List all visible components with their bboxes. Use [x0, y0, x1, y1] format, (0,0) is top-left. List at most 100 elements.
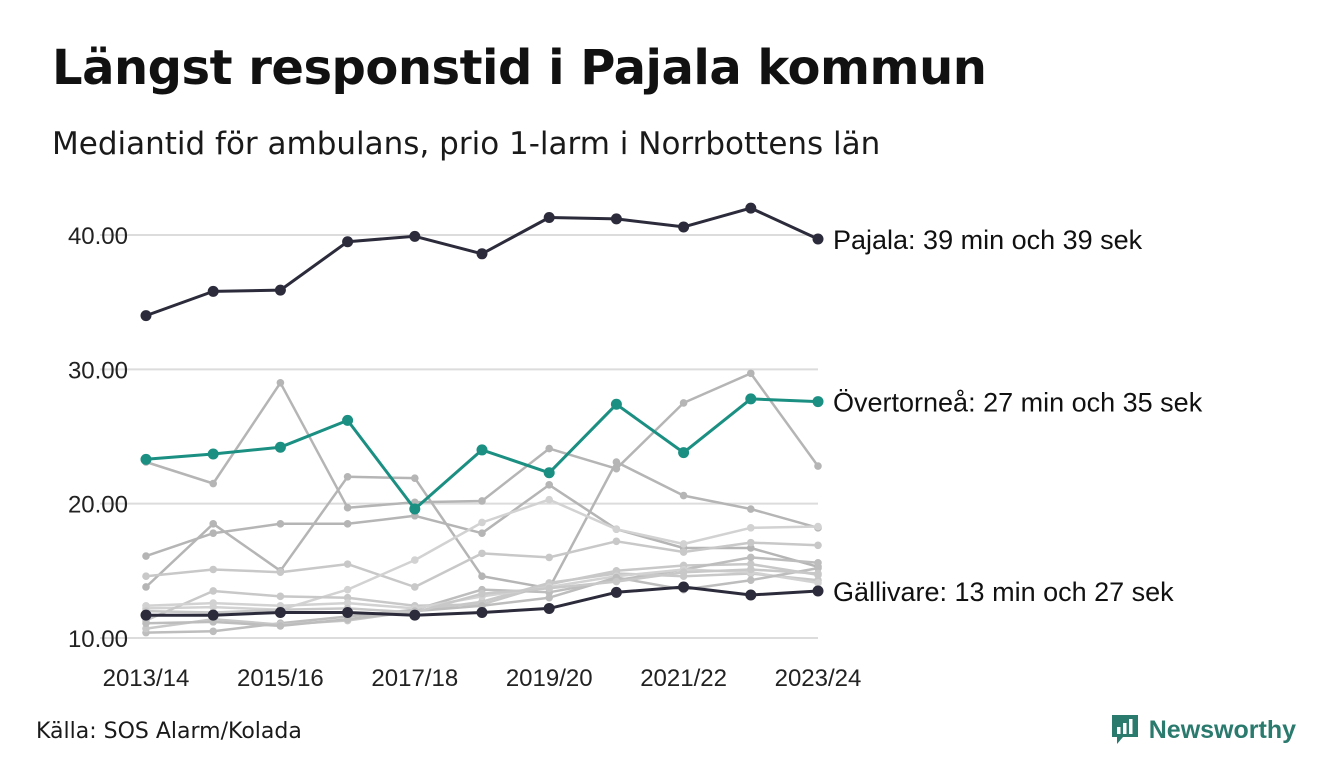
data-point — [747, 560, 755, 568]
data-point — [814, 564, 822, 572]
data-point — [812, 585, 824, 597]
grid-layer — [100, 234, 818, 639]
data-point — [545, 444, 553, 453]
data-point — [747, 524, 755, 532]
data-point — [478, 529, 486, 538]
x-tick-label: 2013/14 — [103, 665, 190, 692]
data-point — [142, 619, 150, 628]
data-point — [140, 310, 152, 322]
data-point — [274, 284, 286, 296]
data-point — [209, 479, 217, 488]
data-point — [814, 462, 822, 470]
data-point — [207, 609, 219, 621]
data-point — [342, 236, 354, 248]
data-point — [276, 520, 285, 528]
data-point — [679, 568, 688, 576]
background-series — [142, 537, 822, 591]
data-point — [342, 606, 354, 618]
data-point — [276, 568, 285, 576]
series-line — [144, 206, 820, 318]
data-point — [612, 577, 621, 586]
chart-title: Längst responstid i Pajala kommun — [52, 40, 987, 96]
data-point — [478, 497, 486, 505]
data-point — [343, 599, 352, 607]
data-point — [142, 583, 150, 591]
background-series — [142, 565, 822, 617]
data-point — [140, 609, 152, 621]
data-point — [207, 448, 219, 460]
data-point — [476, 606, 488, 618]
x-axis: 2013/14 2015/16 2017/18 2019/20 2021/22 2023/… — [103, 665, 862, 692]
data-point — [745, 589, 757, 601]
data-point — [209, 529, 217, 538]
y-tick-label: 30.00 — [68, 357, 128, 384]
series--vertorne- — [140, 393, 824, 515]
data-point — [812, 233, 824, 245]
background-series — [142, 369, 822, 512]
data-point — [476, 444, 488, 456]
data-point — [612, 537, 621, 546]
data-point — [274, 606, 286, 618]
data-point — [343, 473, 352, 481]
data-point — [679, 548, 688, 556]
data-point — [343, 593, 352, 602]
source-note: Källa: SOS Alarm/Kolada — [36, 719, 302, 744]
data-point — [209, 587, 217, 595]
data-point — [343, 520, 352, 528]
data-point — [276, 592, 285, 601]
series-end-label: Pajala: 39 min och 39 sek — [833, 225, 1143, 255]
data-point — [343, 503, 352, 512]
data-point — [478, 572, 486, 581]
y-axis: 10.00 20.00 30.00 40.00 — [68, 223, 128, 653]
data-point — [814, 579, 822, 587]
data-point — [209, 520, 217, 528]
data-point — [140, 453, 152, 465]
data-point — [209, 599, 217, 607]
series-line — [144, 372, 820, 509]
data-point — [411, 556, 419, 564]
data-point — [745, 393, 757, 405]
x-tick-label: 2019/20 — [506, 665, 593, 692]
series-pajala — [140, 202, 824, 322]
data-point — [610, 213, 622, 225]
data-point — [209, 565, 217, 574]
x-tick-label: 2023/24 — [775, 665, 862, 692]
brand-logo[interactable]: Newsworthy — [1109, 712, 1296, 748]
data-point — [814, 558, 822, 567]
data-point — [543, 212, 555, 224]
data-point — [679, 491, 688, 500]
chart-subtitle: Mediantid för ambulans, prio 1-larm i No… — [52, 126, 881, 162]
data-point — [276, 378, 285, 387]
data-point — [545, 481, 553, 489]
data-point — [478, 589, 486, 598]
data-point — [274, 441, 286, 453]
data-point — [409, 230, 421, 242]
data-point — [343, 560, 352, 568]
data-point — [747, 505, 755, 513]
data-point — [207, 285, 219, 297]
data-point — [411, 583, 419, 591]
data-point — [409, 503, 421, 515]
data-point — [612, 525, 621, 533]
data-point — [747, 538, 755, 547]
data-point — [545, 495, 553, 504]
data-point — [409, 609, 421, 621]
data-point — [142, 552, 150, 560]
data-point — [343, 585, 352, 594]
series-label-layer: Pajala: 39 min och 39 sek Övertorneå: 27 … — [833, 225, 1203, 607]
data-point — [814, 541, 822, 550]
data-point — [678, 221, 690, 233]
data-point — [747, 553, 755, 562]
data-point — [545, 593, 553, 602]
data-point — [747, 544, 755, 552]
data-point — [342, 414, 354, 426]
data-point — [276, 622, 285, 630]
series-g-llivare — [140, 581, 824, 621]
x-tick-label: 2015/16 — [237, 665, 324, 692]
data-point — [545, 553, 553, 562]
data-point — [678, 447, 690, 459]
data-point — [543, 602, 555, 614]
data-point — [747, 369, 755, 378]
series-end-label: Gällivare: 13 min och 27 sek — [833, 577, 1174, 607]
